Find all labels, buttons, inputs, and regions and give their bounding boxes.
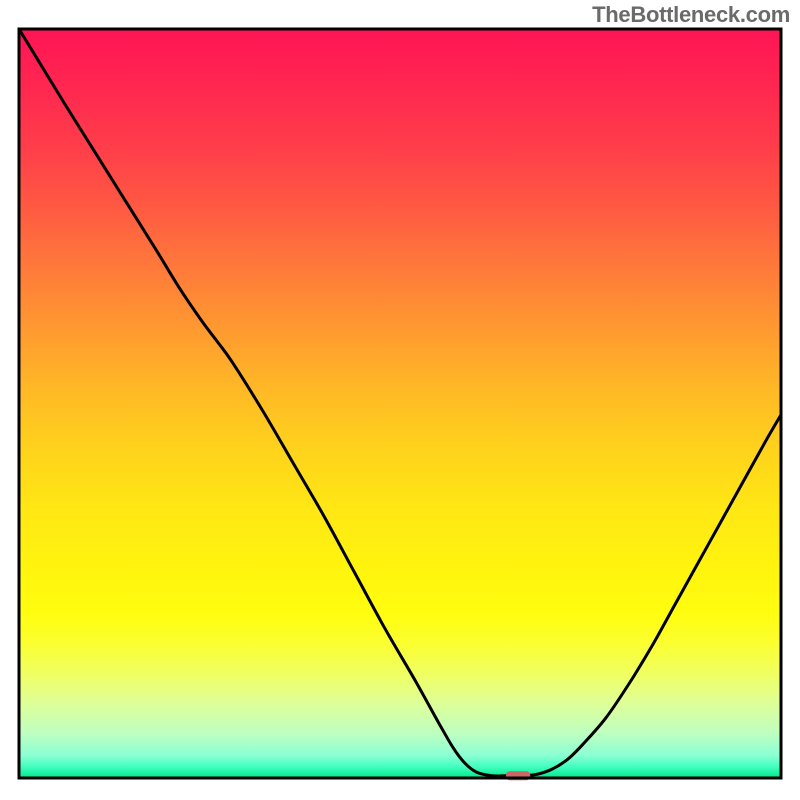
bottleneck-chart: [0, 0, 800, 800]
chart-background: [19, 29, 781, 778]
